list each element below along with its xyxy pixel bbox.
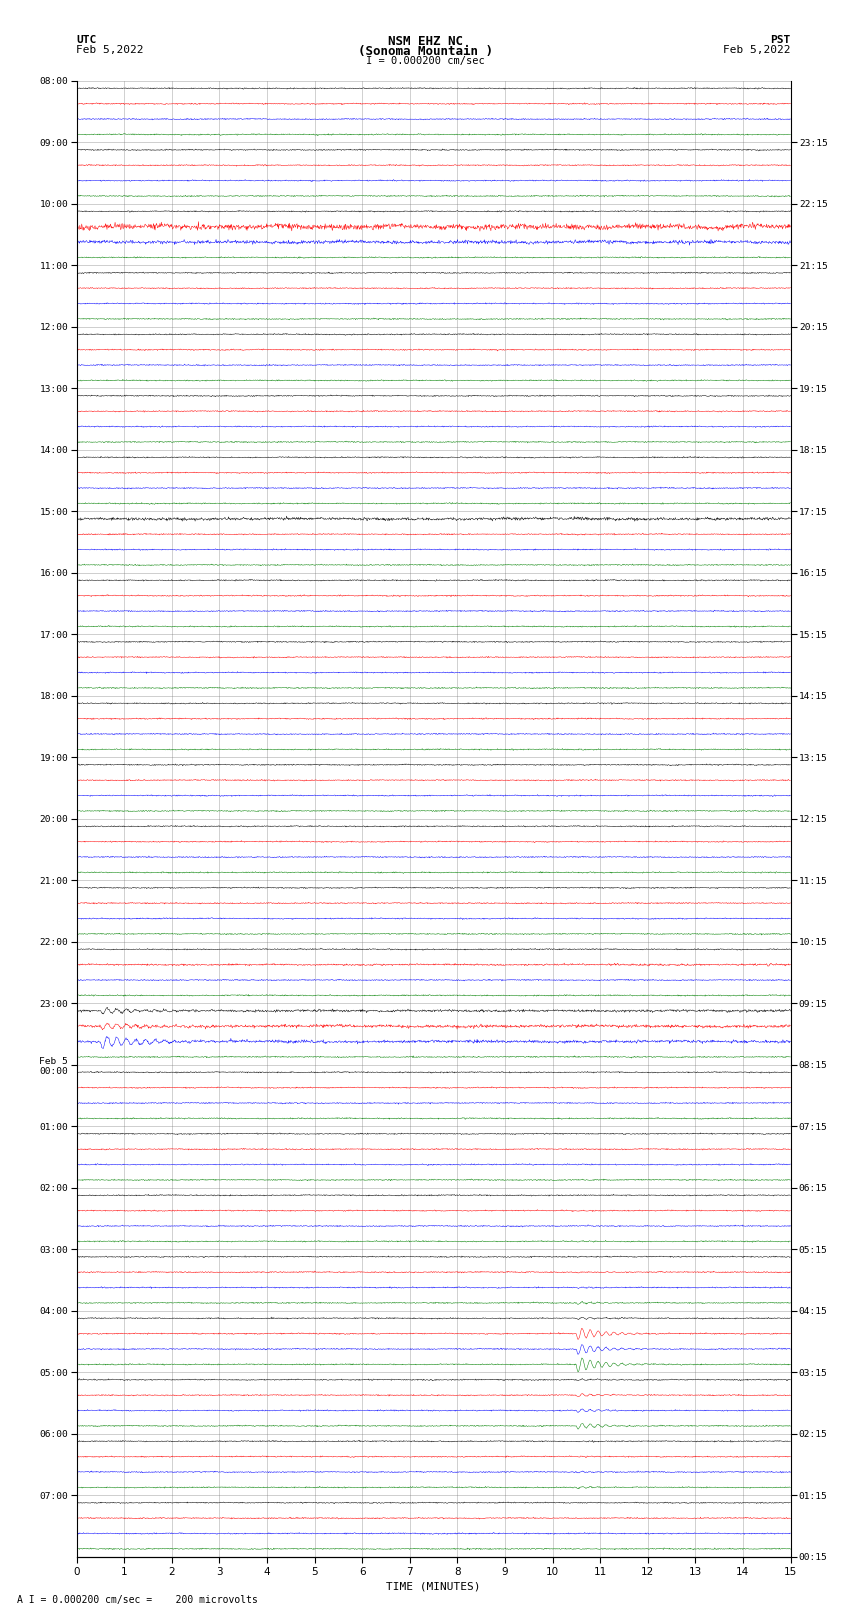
Text: Feb 5,2022: Feb 5,2022 xyxy=(723,45,791,55)
X-axis label: TIME (MINUTES): TIME (MINUTES) xyxy=(386,1581,481,1590)
Text: I = 0.000200 cm/sec: I = 0.000200 cm/sec xyxy=(366,56,484,66)
Text: NSM EHZ NC: NSM EHZ NC xyxy=(388,35,462,48)
Text: (Sonoma Mountain ): (Sonoma Mountain ) xyxy=(358,45,492,58)
Text: PST: PST xyxy=(770,35,790,45)
Text: A I = 0.000200 cm/sec =    200 microvolts: A I = 0.000200 cm/sec = 200 microvolts xyxy=(17,1595,258,1605)
Text: Feb 5,2022: Feb 5,2022 xyxy=(76,45,144,55)
Text: UTC: UTC xyxy=(76,35,97,45)
